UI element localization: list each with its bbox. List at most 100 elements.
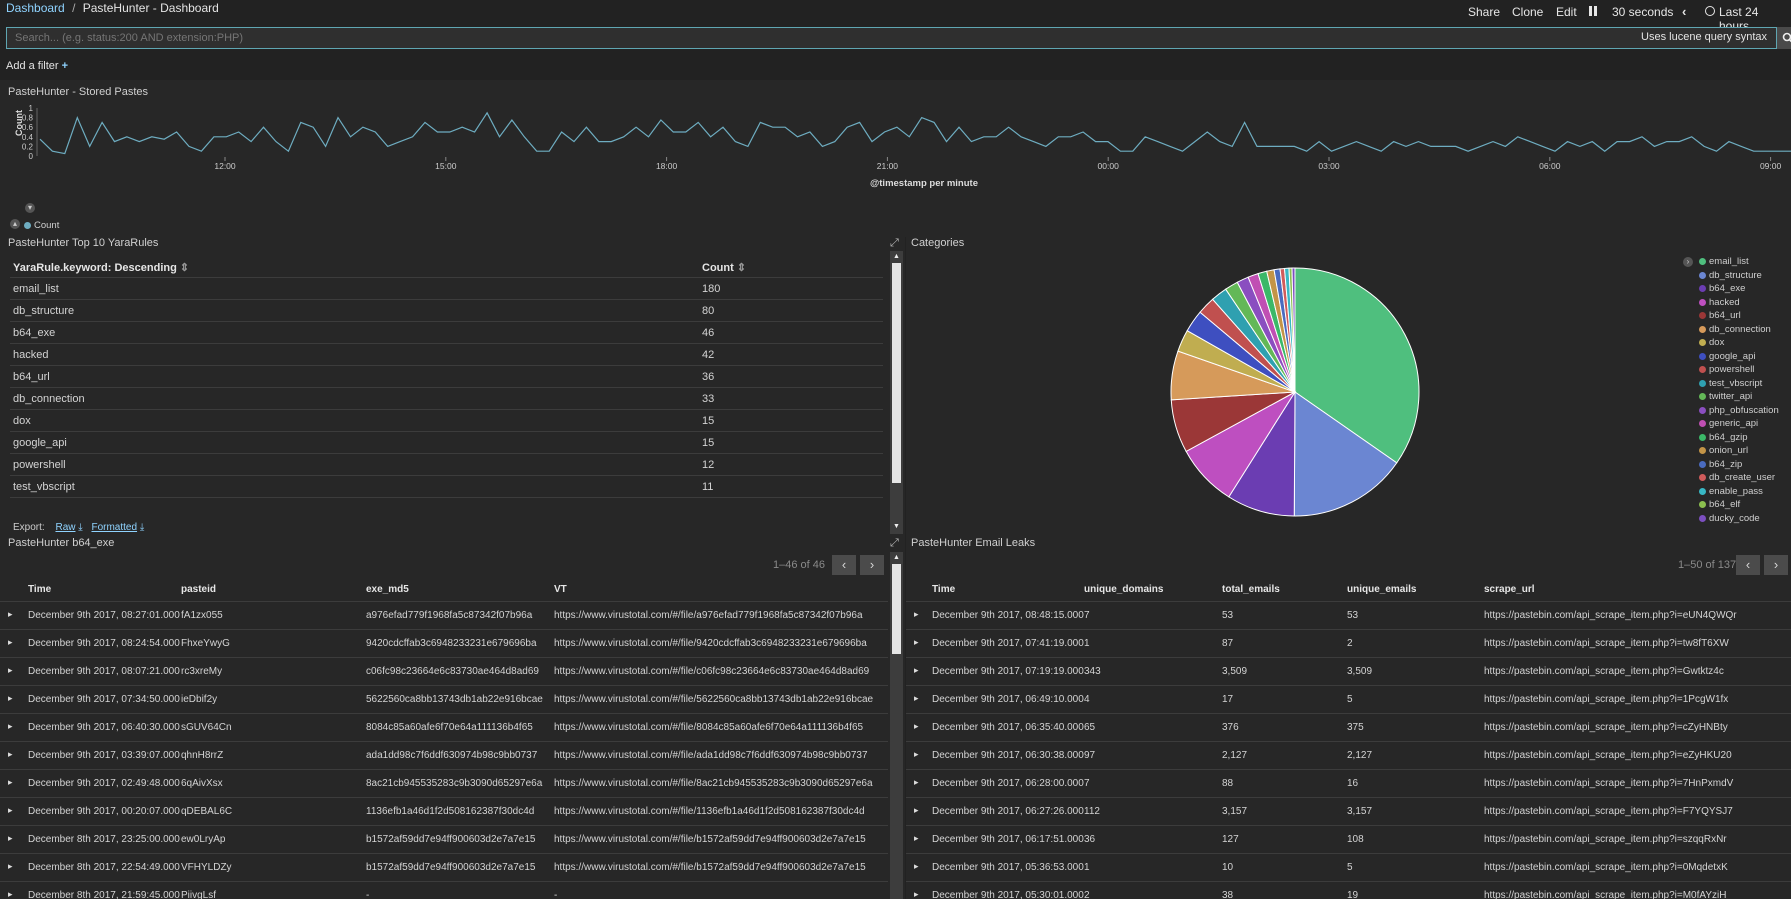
legend-item-ducky_code[interactable]: ducky_code xyxy=(1699,513,1760,524)
table-row[interactable]: b64_url 36 xyxy=(10,366,883,388)
table-row[interactable]: ▸ December 9th 2017, 07:34:50.000 ieDbif2y… xyxy=(0,686,888,714)
table-row[interactable]: ▸ December 9th 2017, 08:27:01.000 fA1zx055… xyxy=(0,602,888,630)
expand-row-icon[interactable]: ▸ xyxy=(8,721,13,731)
pie-slice-email_list[interactable] xyxy=(1294,267,1420,464)
column-header-time[interactable]: Time xyxy=(932,584,956,595)
column-header-total_emails[interactable]: total_emails xyxy=(1222,584,1280,595)
legend-item-twitter_api[interactable]: twitter_api xyxy=(1699,391,1752,402)
expand-row-icon[interactable]: ▸ xyxy=(8,777,13,787)
table-row[interactable]: ▸ December 9th 2017, 06:40:30.000 sGUV64Cn… xyxy=(0,714,888,742)
expand-row-icon[interactable]: ▸ xyxy=(8,889,13,899)
scroll-down-icon[interactable]: ▼ xyxy=(893,523,900,530)
legend-item-b64_zip[interactable]: b64_zip xyxy=(1699,459,1742,470)
yararules-scrollbar[interactable]: ▲ ▼ xyxy=(890,251,903,534)
legend-item-php_obfuscation[interactable]: php_obfuscation xyxy=(1699,405,1779,416)
expand-row-icon[interactable]: ▸ xyxy=(8,805,13,815)
column-header-unique_emails[interactable]: unique_emails xyxy=(1347,584,1417,595)
chevron-left-icon[interactable]: ‹ xyxy=(1682,4,1687,19)
expand-icon[interactable]: ⤢ xyxy=(890,537,899,549)
expand-row-icon[interactable]: ▸ xyxy=(8,637,13,647)
legend-item-test_vbscript[interactable]: test_vbscript xyxy=(1699,378,1762,389)
emailleaks-prev-page-button[interactable]: ‹ xyxy=(1736,555,1760,575)
table-row[interactable]: ▸ December 8th 2017, 21:59:45.000 PiivgLsf… xyxy=(0,882,888,899)
column-header-exe_md5[interactable]: exe_md5 xyxy=(366,584,409,595)
table-row[interactable]: ▸ December 9th 2017, 06:27:26.000 112 3,157… xyxy=(906,798,1791,826)
expand-row-icon[interactable]: ▸ xyxy=(8,693,13,703)
legend-item-generic_api[interactable]: generic_api xyxy=(1699,418,1758,429)
legend-position-icon[interactable]: ▴ xyxy=(10,219,20,229)
table-row[interactable]: ▸ December 9th 2017, 06:28:00.000 7 88 16 htt… xyxy=(906,770,1791,798)
table-row[interactable]: ▸ December 9th 2017, 07:41:19.000 1 87 2 http… xyxy=(906,630,1791,658)
add-filter-link[interactable]: Add a filter + xyxy=(6,60,68,72)
table-row[interactable]: email_list 180 xyxy=(10,278,883,300)
table-row[interactable]: ▸ December 8th 2017, 22:54:49.000 VFHYLDZy… xyxy=(0,854,888,882)
table-row[interactable]: dox 15 xyxy=(10,410,883,432)
column-header-scrape_url[interactable]: scrape_url xyxy=(1484,584,1535,595)
expand-row-icon[interactable]: ▸ xyxy=(914,861,919,871)
b64exe-next-page-button[interactable]: › xyxy=(860,555,884,575)
column-header-vt[interactable]: VT xyxy=(554,584,567,595)
b64exe-scrollbar[interactable]: ▲ xyxy=(890,552,903,899)
table-row[interactable]: test_vbscript 11 xyxy=(10,476,883,498)
edit-button[interactable]: Edit xyxy=(1556,5,1577,19)
count-series-line[interactable] xyxy=(39,111,1791,155)
table-row[interactable]: google_api 15 xyxy=(10,432,883,454)
expand-row-icon[interactable]: ▸ xyxy=(914,637,919,647)
clone-button[interactable]: Clone xyxy=(1512,5,1544,19)
table-row[interactable]: ▸ December 9th 2017, 05:30:01.000 2 38 19 htt… xyxy=(906,882,1791,899)
legend-item-enable_pass[interactable]: enable_pass xyxy=(1699,486,1763,497)
legend-item-powershell[interactable]: powershell xyxy=(1699,364,1754,375)
legend-collapse-icon[interactable]: › xyxy=(1683,257,1693,267)
export-formatted-link[interactable]: Formatted xyxy=(91,522,138,533)
table-row[interactable]: ▸ December 9th 2017, 06:17:51.000 36 127 108… xyxy=(906,826,1791,854)
table-row[interactable]: ▸ December 9th 2017, 02:49:48.000 6qAivXsx… xyxy=(0,770,888,798)
table-row[interactable]: ▸ December 9th 2017, 05:36:53.000 1 10 5 http… xyxy=(906,854,1791,882)
lucene-syntax-link[interactable]: Uses lucene query syntax xyxy=(1641,31,1767,43)
expand-row-icon[interactable]: ▸ xyxy=(914,721,919,731)
legend-item-b64_url[interactable]: b64_url xyxy=(1699,310,1741,321)
share-button[interactable]: Share xyxy=(1468,5,1501,19)
line-legend-count[interactable]: Count xyxy=(24,220,59,231)
table-row[interactable]: ▸ December 9th 2017, 06:49:10.000 4 17 5 http… xyxy=(906,686,1791,714)
legend-item-dox[interactable]: dox xyxy=(1699,337,1724,348)
table-row[interactable]: ▸ December 9th 2017, 08:48:15.000 7 53 53 htt… xyxy=(906,602,1791,630)
search-input[interactable] xyxy=(15,30,1315,46)
emailleaks-next-page-button[interactable]: › xyxy=(1764,555,1788,575)
expand-row-icon[interactable]: ▸ xyxy=(914,777,919,787)
table-row[interactable]: ▸ December 9th 2017, 00:20:07.000 qDEBAL6C… xyxy=(0,798,888,826)
table-row[interactable]: powershell 12 xyxy=(10,454,883,476)
table-row[interactable]: ▸ December 8th 2017, 23:25:00.000 ew0LryAp… xyxy=(0,826,888,854)
table-row[interactable]: ▸ December 9th 2017, 08:24:54.000 FhxeYwyG… xyxy=(0,630,888,658)
search-button[interactable] xyxy=(1776,27,1791,49)
b64exe-scroll-thumb[interactable] xyxy=(892,564,901,654)
legend-toggle-icon[interactable]: ▾ xyxy=(25,203,35,213)
table-row[interactable]: hacked 42 xyxy=(10,344,883,366)
legend-item-db_create_user[interactable]: db_create_user xyxy=(1699,472,1775,483)
legend-item-b64_exe[interactable]: b64_exe xyxy=(1699,283,1745,294)
table-row[interactable]: b64_exe 46 xyxy=(10,322,883,344)
b64exe-prev-page-button[interactable]: ‹ xyxy=(832,555,856,575)
table-row[interactable]: ▸ December 9th 2017, 03:39:07.000 qhnH8rrZ… xyxy=(0,742,888,770)
legend-item-db_connection[interactable]: db_connection xyxy=(1699,324,1771,335)
expand-row-icon[interactable]: ▸ xyxy=(8,861,13,871)
refresh-interval-button[interactable]: 30 seconds xyxy=(1612,5,1674,19)
table-row[interactable]: db_structure 80 xyxy=(10,300,883,322)
pie-slice-db_structure[interactable] xyxy=(1293,391,1398,517)
expand-row-icon[interactable]: ▸ xyxy=(8,749,13,759)
expand-row-icon[interactable]: ▸ xyxy=(914,693,919,703)
table-row[interactable]: ▸ December 9th 2017, 07:19:19.000 343 3,509… xyxy=(906,658,1791,686)
legend-item-email_list[interactable]: email_list xyxy=(1699,256,1749,267)
expand-row-icon[interactable]: ▸ xyxy=(914,833,919,843)
scroll-up-icon[interactable]: ▲ xyxy=(893,554,900,561)
yararule-column-header[interactable]: YaraRule.keyword: Descending ⇕ xyxy=(13,261,189,274)
table-row[interactable]: ▸ December 9th 2017, 06:35:40.000 65 376 375… xyxy=(906,714,1791,742)
column-header-time[interactable]: Time xyxy=(28,584,52,595)
pause-icon[interactable] xyxy=(1589,6,1598,16)
legend-item-db_structure[interactable]: db_structure xyxy=(1699,270,1762,281)
yararules-scroll-thumb[interactable] xyxy=(892,263,901,483)
table-row[interactable]: ▸ December 9th 2017, 06:30:38.000 97 2,127 2… xyxy=(906,742,1791,770)
expand-row-icon[interactable]: ▸ xyxy=(914,889,919,899)
breadcrumb-root[interactable]: Dashboard xyxy=(6,1,65,15)
expand-row-icon[interactable]: ▸ xyxy=(914,749,919,759)
expand-icon[interactable]: ⤢ xyxy=(890,237,899,249)
